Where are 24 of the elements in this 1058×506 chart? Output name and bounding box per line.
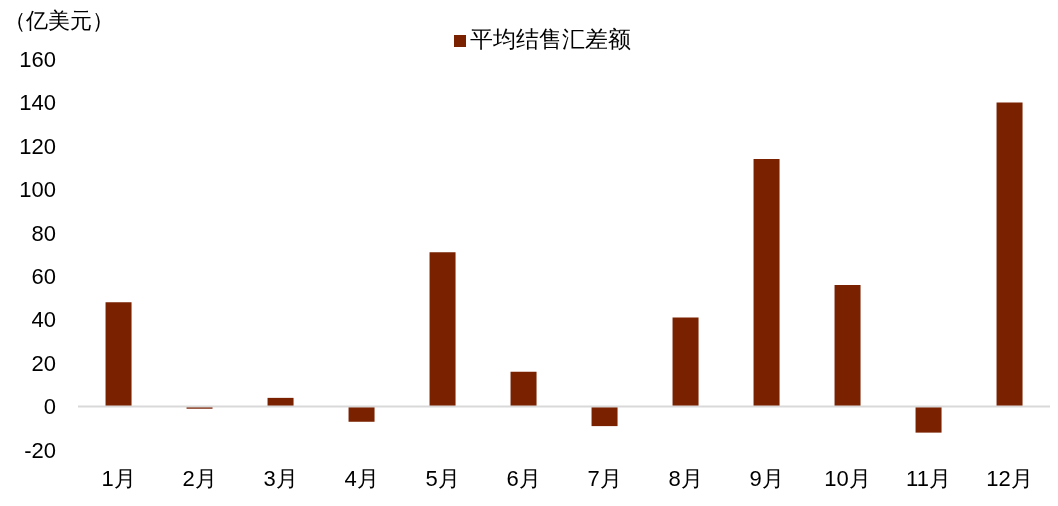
x-tick-label: 1月 xyxy=(101,465,136,491)
x-tick-label: 12月 xyxy=(986,465,1033,491)
legend-label: 平均结售汇差额 xyxy=(469,26,631,52)
x-tick-label: 3月 xyxy=(263,465,298,491)
y-tick-label: 20 xyxy=(31,350,56,376)
x-tick-label: 7月 xyxy=(587,465,622,491)
y-tick-label: 140 xyxy=(19,90,56,116)
x-tick-label: 9月 xyxy=(749,465,784,491)
y-tick-label: 60 xyxy=(31,264,56,290)
x-tick-label: 5月 xyxy=(425,465,460,491)
x-tick-label: 2月 xyxy=(182,465,217,491)
y-tick-label: 100 xyxy=(19,177,56,203)
x-tick-label: 11月 xyxy=(906,465,951,491)
y-tick-label: -20 xyxy=(24,437,56,463)
y-tick-label: 160 xyxy=(19,46,56,72)
x-tick-label: 4月 xyxy=(344,465,379,491)
y-tick-label: 0 xyxy=(43,394,56,420)
x-tick-label: 8月 xyxy=(668,465,703,491)
y-tick-label: 120 xyxy=(19,133,56,159)
x-tick-label: 6月 xyxy=(506,465,541,491)
y-tick-label: 80 xyxy=(31,220,56,246)
y-axis-title: （亿美元） xyxy=(4,7,114,35)
x-tick-label: 10月 xyxy=(824,465,871,491)
y-tick-label: 40 xyxy=(31,307,56,333)
